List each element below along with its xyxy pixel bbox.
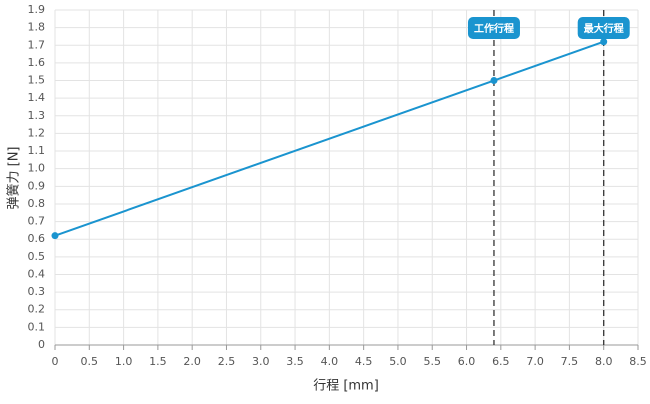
y-tick-label: 1.6 xyxy=(28,56,46,69)
y-tick-label: 0.2 xyxy=(28,303,46,316)
y-tick-label: 0 xyxy=(38,338,45,351)
y-tick-label: 0.4 xyxy=(28,267,46,280)
x-tick-label: 8.0 xyxy=(595,355,613,368)
x-tick-label: 7.5 xyxy=(561,355,579,368)
x-tick-label: 1.0 xyxy=(115,355,133,368)
x-tick-label: 7.0 xyxy=(526,355,544,368)
x-tick-label: 5.5 xyxy=(423,355,441,368)
x-tick-label: 2.5 xyxy=(218,355,236,368)
marker-label: 最大行程 xyxy=(584,22,624,35)
y-tick-label: 1.2 xyxy=(28,126,46,139)
x-tick-label: 2.0 xyxy=(183,355,201,368)
x-tick-label: 6.5 xyxy=(492,355,510,368)
y-tick-label: 1.5 xyxy=(28,74,46,87)
y-tick-label: 1.9 xyxy=(28,3,46,16)
x-tick-label: 5.0 xyxy=(389,355,407,368)
marker-label: 工作行程 xyxy=(474,22,514,35)
point xyxy=(490,77,498,85)
y-tick-label: 0.7 xyxy=(28,215,46,228)
x-tick-label: 3.5 xyxy=(286,355,304,368)
y-tick-label: 1.4 xyxy=(28,91,46,104)
x-axis-title: 行程 [mm] xyxy=(313,379,379,394)
y-axis-title: 弹簧力 [N] xyxy=(6,146,22,209)
y-tick-label: 0.6 xyxy=(28,232,46,245)
x-tick-label: 1.5 xyxy=(149,355,167,368)
x-tick-label: 4.0 xyxy=(321,355,339,368)
y-tick-label: 1.0 xyxy=(28,162,46,175)
y-tick-label: 0.9 xyxy=(28,179,46,192)
point xyxy=(600,38,608,46)
x-tick-label: 0.5 xyxy=(81,355,99,368)
y-tick-label: 1.7 xyxy=(28,38,46,51)
point xyxy=(51,232,59,240)
x-tick-label: 6.0 xyxy=(458,355,476,368)
y-tick-label: 0.8 xyxy=(28,197,46,210)
x-tick-label: 0 xyxy=(52,355,59,368)
y-tick-label: 1.8 xyxy=(28,21,46,34)
y-tick-label: 0.1 xyxy=(28,320,46,333)
y-tick-label: 1.1 xyxy=(28,144,46,157)
x-tick-label: 3.0 xyxy=(252,355,270,368)
x-tick-label: 4.5 xyxy=(355,355,373,368)
marker-badge xyxy=(467,17,520,39)
y-tick-label: 0.3 xyxy=(28,285,46,298)
y-tick-label: 1.3 xyxy=(28,109,46,122)
y-tick-label: 0.5 xyxy=(28,250,46,263)
x-tick-label: 8.5 xyxy=(629,355,647,368)
marker-badge xyxy=(577,17,630,39)
